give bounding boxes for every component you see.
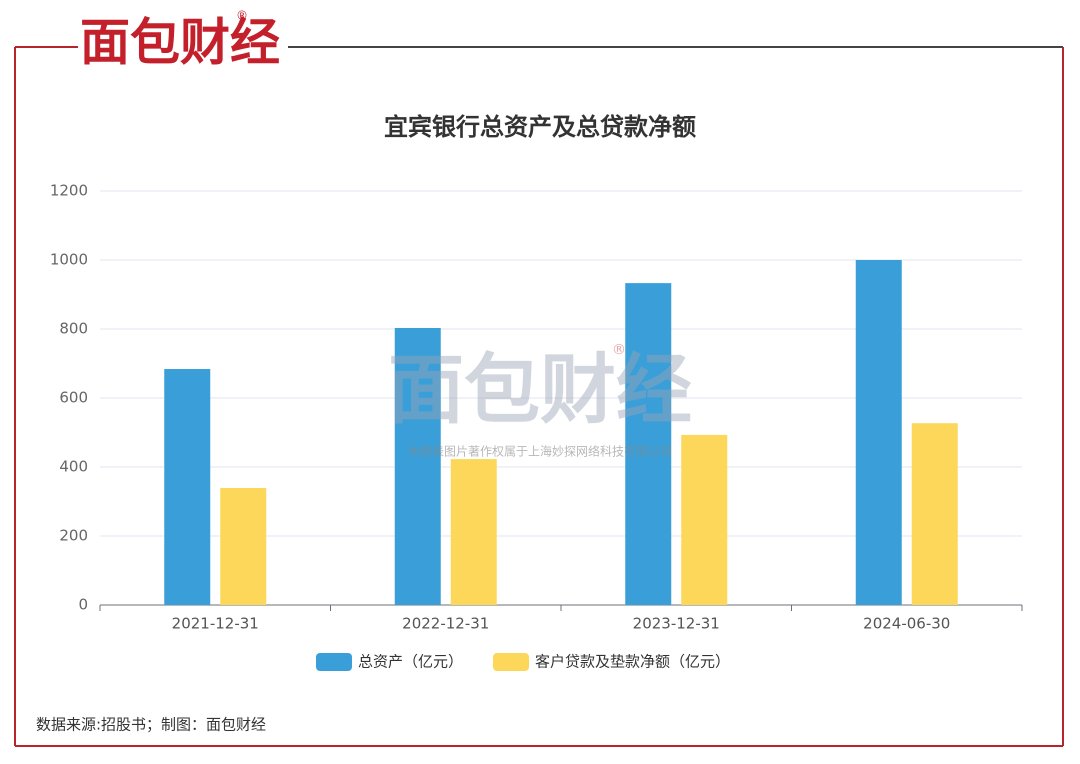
bar — [681, 434, 728, 605]
bar — [625, 283, 672, 605]
y-tick-label: 400 — [59, 458, 88, 476]
x-tick-label: 2024-06-30 — [863, 615, 950, 633]
y-tick-label: 800 — [59, 320, 88, 338]
bar — [220, 488, 267, 605]
watermark-mark: ® — [612, 342, 626, 358]
y-tick-label: 1200 — [50, 182, 88, 200]
legend-swatch — [316, 653, 352, 671]
legend-swatch — [493, 653, 530, 671]
y-tick-label: 1000 — [50, 251, 88, 269]
logo: 面包财经 — [80, 14, 280, 72]
y-tick-label: 600 — [59, 389, 88, 407]
watermark-text: 本图表图片著作权属于上海妙探网络科技有限公司 — [408, 444, 672, 459]
chart-title: 宜宾银行总资产及总贷款净额 — [384, 113, 696, 141]
bar — [450, 459, 497, 605]
y-tick-label: 0 — [78, 596, 88, 614]
bar — [164, 369, 211, 605]
legend-label: 客户贷款及垫款净额（亿元） — [535, 653, 730, 671]
bar — [855, 260, 902, 605]
x-tick-label: 2021-12-31 — [172, 615, 259, 633]
bar — [394, 327, 441, 605]
watermark-logo: 面包财经 — [388, 345, 692, 434]
x-tick-label: 2023-12-31 — [633, 615, 720, 633]
x-tick-label: 2022-12-31 — [402, 615, 489, 633]
logo-mark: ® — [236, 9, 248, 23]
legend-label: 总资产（亿元） — [358, 653, 463, 671]
source: 数据来源:招股书；制图：面包财经 — [36, 716, 266, 734]
y-tick-label: 200 — [59, 527, 88, 545]
bar — [911, 423, 958, 605]
